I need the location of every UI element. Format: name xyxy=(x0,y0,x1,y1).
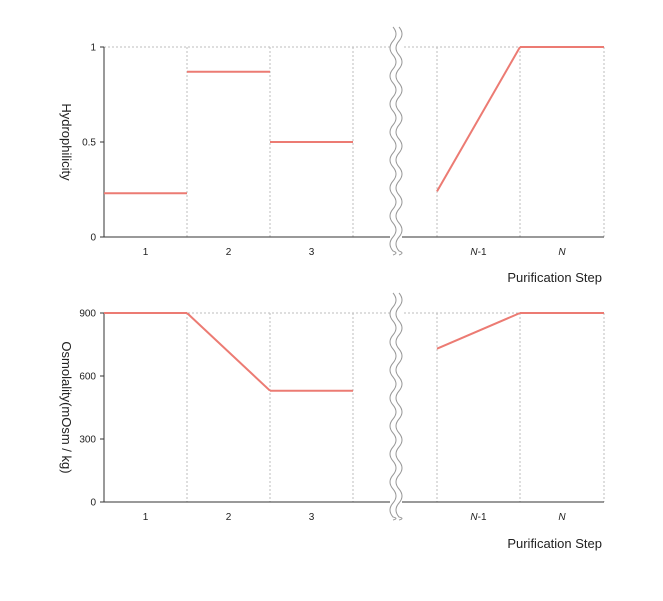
x-tick-label: 3 xyxy=(309,247,315,258)
x-axis-title: Purification Step xyxy=(507,270,602,285)
x-tick-label: N-1 xyxy=(470,512,487,523)
x-tick-label-text: -1 xyxy=(478,247,487,258)
series-segment xyxy=(186,312,271,392)
y-tick-label: 0 xyxy=(90,233,96,244)
x-tick-label: N xyxy=(558,247,566,258)
axis-break-line-right xyxy=(395,292,403,521)
x-tick-label-text: -1 xyxy=(478,512,487,523)
x-tick-label: 2 xyxy=(226,247,232,258)
series-segment xyxy=(436,312,521,350)
x-tick-label: 1 xyxy=(143,512,149,523)
y-tick-label: 1 xyxy=(90,43,96,54)
x-tick-label-text: 1 xyxy=(143,512,149,523)
axis-break-line-right xyxy=(395,26,403,256)
x-tick-label: 3 xyxy=(309,512,315,523)
x-tick-label-italic: N xyxy=(470,247,478,258)
x-tick-label-text: 2 xyxy=(226,512,232,523)
x-tick-label-text: 3 xyxy=(309,512,315,523)
x-tick-label: N xyxy=(558,512,566,523)
axis-break-gap xyxy=(390,27,402,255)
series-segment xyxy=(436,46,521,192)
y-axis-title: Osmolality(mOsm / kg) xyxy=(59,341,74,473)
y-tick-label: 300 xyxy=(79,435,96,446)
axis-break-line-left xyxy=(389,292,397,521)
y-tick-label: 900 xyxy=(79,309,96,320)
x-axis-title: Purification Step xyxy=(507,536,602,551)
x-tick-label-text: 3 xyxy=(309,247,315,258)
y-tick-label: 0 xyxy=(90,498,96,509)
y-axis-title: Hydrophilicity xyxy=(59,103,74,181)
y-tick-label: 0.5 xyxy=(82,138,96,149)
x-tick-label: 2 xyxy=(226,512,232,523)
x-tick-label: N-1 xyxy=(470,247,487,258)
x-tick-label-text: 1 xyxy=(143,247,149,258)
x-tick-label-italic: N xyxy=(558,247,566,258)
axis-break-line-left xyxy=(389,26,397,256)
x-tick-label-italic: N xyxy=(558,512,566,523)
x-tick-label-text: 2 xyxy=(226,247,232,258)
y-tick-label: 600 xyxy=(79,372,96,383)
x-tick-label-italic: N xyxy=(470,512,478,523)
x-tick-label: 1 xyxy=(143,247,149,258)
